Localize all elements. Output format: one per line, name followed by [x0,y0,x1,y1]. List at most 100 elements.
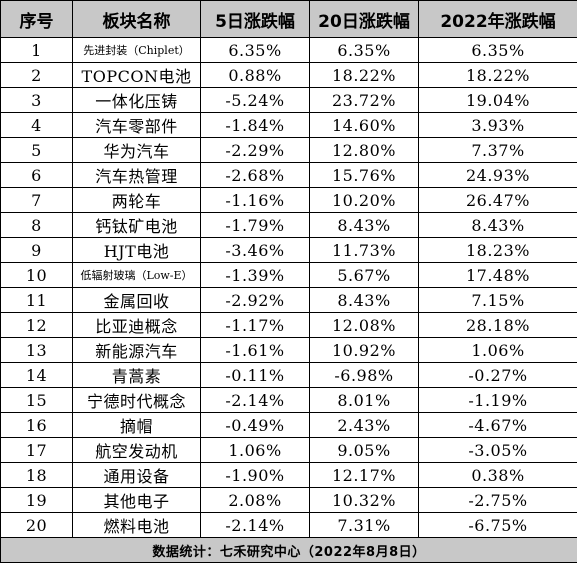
cell-20-day-change: 8.43% [310,288,419,313]
header-2022-change: 2022年涨跌幅 [419,1,577,38]
cell-20-day-change: 11.73% [310,238,419,263]
cell-sector-name: 燃料电池 [73,513,201,538]
header-sector-name: 板块名称 [73,1,201,38]
cell-2022-change: 17.48% [419,263,577,288]
cell-index: 5 [1,138,73,163]
cell-2022-change: 1.06% [419,338,577,363]
cell-2022-change: 8.43% [419,213,577,238]
cell-5-day-change: -1.39% [201,263,310,288]
cell-index: 7 [1,188,73,213]
cell-20-day-change: 2.43% [310,413,419,438]
cell-sector-name: 通用设备 [73,463,201,488]
cell-20-day-change: 9.05% [310,438,419,463]
cell-20-day-change: 10.92% [310,338,419,363]
cell-20-day-change: 18.22% [310,63,419,88]
cell-index: 3 [1,88,73,113]
header-row: 序号 板块名称 5日涨跌幅 20日涨跌幅 2022年涨跌幅 [1,1,577,38]
cell-sector-name: 其他电子 [73,488,201,513]
cell-index: 14 [1,363,73,388]
cell-sector-name: 先进封装（Chiplet） [73,38,201,63]
cell-2022-change: -1.19% [419,388,577,413]
cell-20-day-change: 12.17% [310,463,419,488]
cell-index: 20 [1,513,73,538]
cell-20-day-change: 10.20% [310,188,419,213]
cell-sector-name: 摘帽 [73,413,201,438]
cell-sector-name: 钙钛矿电池 [73,213,201,238]
cell-index: 16 [1,413,73,438]
cell-index: 18 [1,463,73,488]
cell-20-day-change: 23.72% [310,88,419,113]
cell-5-day-change: -0.49% [201,413,310,438]
cell-5-day-change: -5.24% [201,88,310,113]
cell-sector-name: 新能源汽车 [73,338,201,363]
cell-index: 19 [1,488,73,513]
cell-index: 6 [1,163,73,188]
cell-2022-change: 7.15% [419,288,577,313]
cell-sector-name: 华为汽车 [73,138,201,163]
cell-sector-name: 一体化压铸 [73,88,201,113]
cell-index: 10 [1,263,73,288]
cell-2022-change: 28.18% [419,313,577,338]
cell-index: 2 [1,63,73,88]
cell-index: 4 [1,113,73,138]
cell-5-day-change: -1.90% [201,463,310,488]
cell-5-day-change: -2.92% [201,288,310,313]
cell-index: 11 [1,288,73,313]
cell-2022-change: 19.04% [419,88,577,113]
cell-sector-name: 宁德时代概念 [73,388,201,413]
cell-5-day-change: -1.17% [201,313,310,338]
cell-index: 13 [1,338,73,363]
cell-index: 9 [1,238,73,263]
cell-index: 17 [1,438,73,463]
cell-20-day-change: 10.32% [310,488,419,513]
data-source-note: 数据统计：七禾研究中心（2022年8月8日） [1,538,577,563]
cell-20-day-change: 8.43% [310,213,419,238]
cell-2022-change: -4.67% [419,413,577,438]
footer-row: 数据统计：七禾研究中心（2022年8月8日） [1,538,577,563]
cell-5-day-change: -1.79% [201,213,310,238]
cell-5-day-change: 1.06% [201,438,310,463]
cell-5-day-change: -2.14% [201,388,310,413]
cell-5-day-change: -0.11% [201,363,310,388]
cell-2022-change: -0.27% [419,363,577,388]
header-20-day-change: 20日涨跌幅 [310,1,419,38]
cell-5-day-change: -1.16% [201,188,310,213]
cell-2022-change: 0.38% [419,463,577,488]
cell-sector-name: 比亚迪概念 [73,313,201,338]
cell-20-day-change: 12.08% [310,313,419,338]
cell-2022-change: -3.05% [419,438,577,463]
cell-20-day-change: 8.01% [310,388,419,413]
cell-20-day-change: -6.98% [310,363,419,388]
cell-sector-name: HJT电池 [73,238,201,263]
cell-5-day-change: 0.88% [201,63,310,88]
cell-5-day-change: -1.84% [201,113,310,138]
cell-2022-change: -6.75% [419,513,577,538]
cell-20-day-change: 12.80% [310,138,419,163]
cell-sector-name: TOPCON电池 [73,63,201,88]
cell-5-day-change: -2.14% [201,513,310,538]
cell-2022-change: 18.23% [419,238,577,263]
cell-sector-name: 青蒿素 [73,363,201,388]
header-5-day-change: 5日涨跌幅 [201,1,310,38]
cell-2022-change: 6.35% [419,38,577,63]
cell-sector-name: 汽车零部件 [73,113,201,138]
cell-sector-name: 金属回收 [73,288,201,313]
cell-20-day-change: 15.76% [310,163,419,188]
